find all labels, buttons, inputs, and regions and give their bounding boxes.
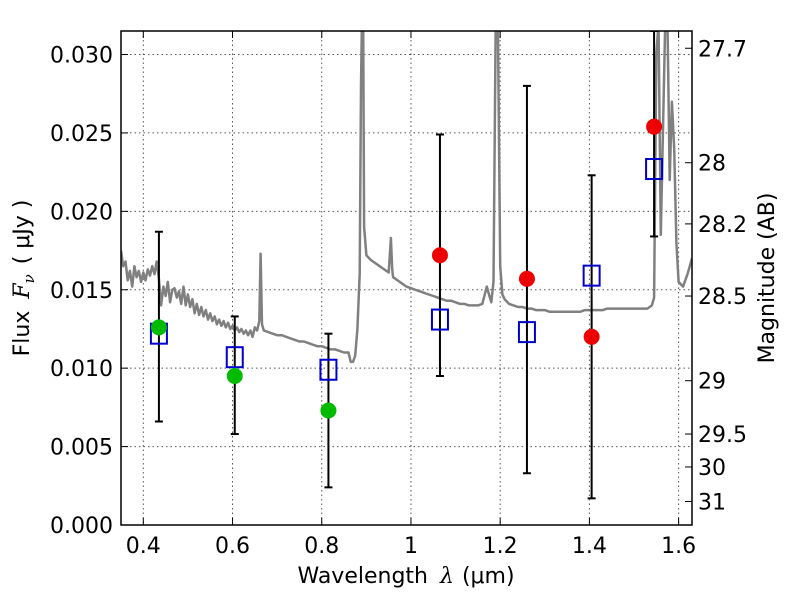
y2-tick-label: 29.5	[698, 423, 747, 448]
green-data-point	[320, 402, 337, 419]
y-tick-label: 0.010	[50, 357, 113, 382]
y-tick-label: 0.000	[50, 514, 113, 539]
spectrum-line	[121, 31, 692, 364]
x-tick-label: 1.2	[483, 534, 518, 559]
y-label-symbol: F	[10, 283, 35, 300]
green-data-point	[226, 368, 243, 385]
y-label-unit: ( μJy )	[10, 200, 35, 265]
y2-tick-label: 27.7	[698, 37, 747, 62]
x-label-symbol: λ	[439, 564, 454, 589]
model-square-point	[582, 264, 601, 287]
model-square-point	[225, 346, 244, 369]
y-tick-label: 0.005	[50, 436, 113, 461]
y2-tick-label: 30	[698, 456, 726, 481]
x-label-prefix: Wavelength	[297, 564, 428, 589]
x-axis-label: Wavelength λ (μm)	[297, 564, 514, 589]
y-axis-label: Flux Fν ( μJy )	[10, 200, 38, 357]
model-square-point	[517, 321, 536, 344]
y2-tick-label: 31	[698, 490, 726, 515]
ticks: 0.4 0.6 0.8 1 1.2 1.4 1.6 0.000 0.005 0.010 0.015 0…	[50, 31, 747, 559]
errorbar-layer	[154, 31, 659, 500]
y-tick-label: 0.015	[50, 279, 113, 304]
y-label-subscript: ν	[20, 274, 38, 283]
green-data-point	[150, 319, 167, 336]
red-data-point	[431, 247, 448, 264]
x-tick-label: 1.4	[572, 534, 607, 559]
x-label-unit: (μm)	[462, 564, 515, 589]
y2-tick-label: 29	[698, 370, 726, 395]
plot-frame	[120, 30, 693, 526]
model-square-point	[430, 308, 449, 331]
y-tick-label: 0.025	[50, 122, 113, 147]
red-data-point	[518, 270, 535, 287]
marker-layer	[149, 118, 664, 419]
x-tick-label: 0.8	[304, 534, 339, 559]
x-tick-label: 1.6	[661, 534, 696, 559]
x-tick-label: 1	[404, 534, 418, 559]
x-tick-label: 0.4	[126, 534, 161, 559]
y2-tick-label: 28	[698, 152, 726, 177]
spectrum-layer	[121, 31, 692, 364]
model-square-point	[645, 158, 664, 181]
model-square-point	[319, 358, 338, 381]
y2-axis-label: Magnitude (AB)	[755, 193, 780, 364]
red-data-point	[583, 328, 600, 345]
y-label-prefix: Flux	[10, 311, 35, 357]
x-tick-label: 0.6	[215, 534, 250, 559]
y2-tick-label: 28.5	[698, 285, 747, 310]
y-tick-label: 0.020	[50, 200, 113, 225]
red-data-point	[646, 118, 663, 135]
grid	[121, 31, 692, 526]
y-tick-label: 0.030	[50, 44, 113, 69]
y2-tick-label: 28.2	[698, 213, 747, 238]
